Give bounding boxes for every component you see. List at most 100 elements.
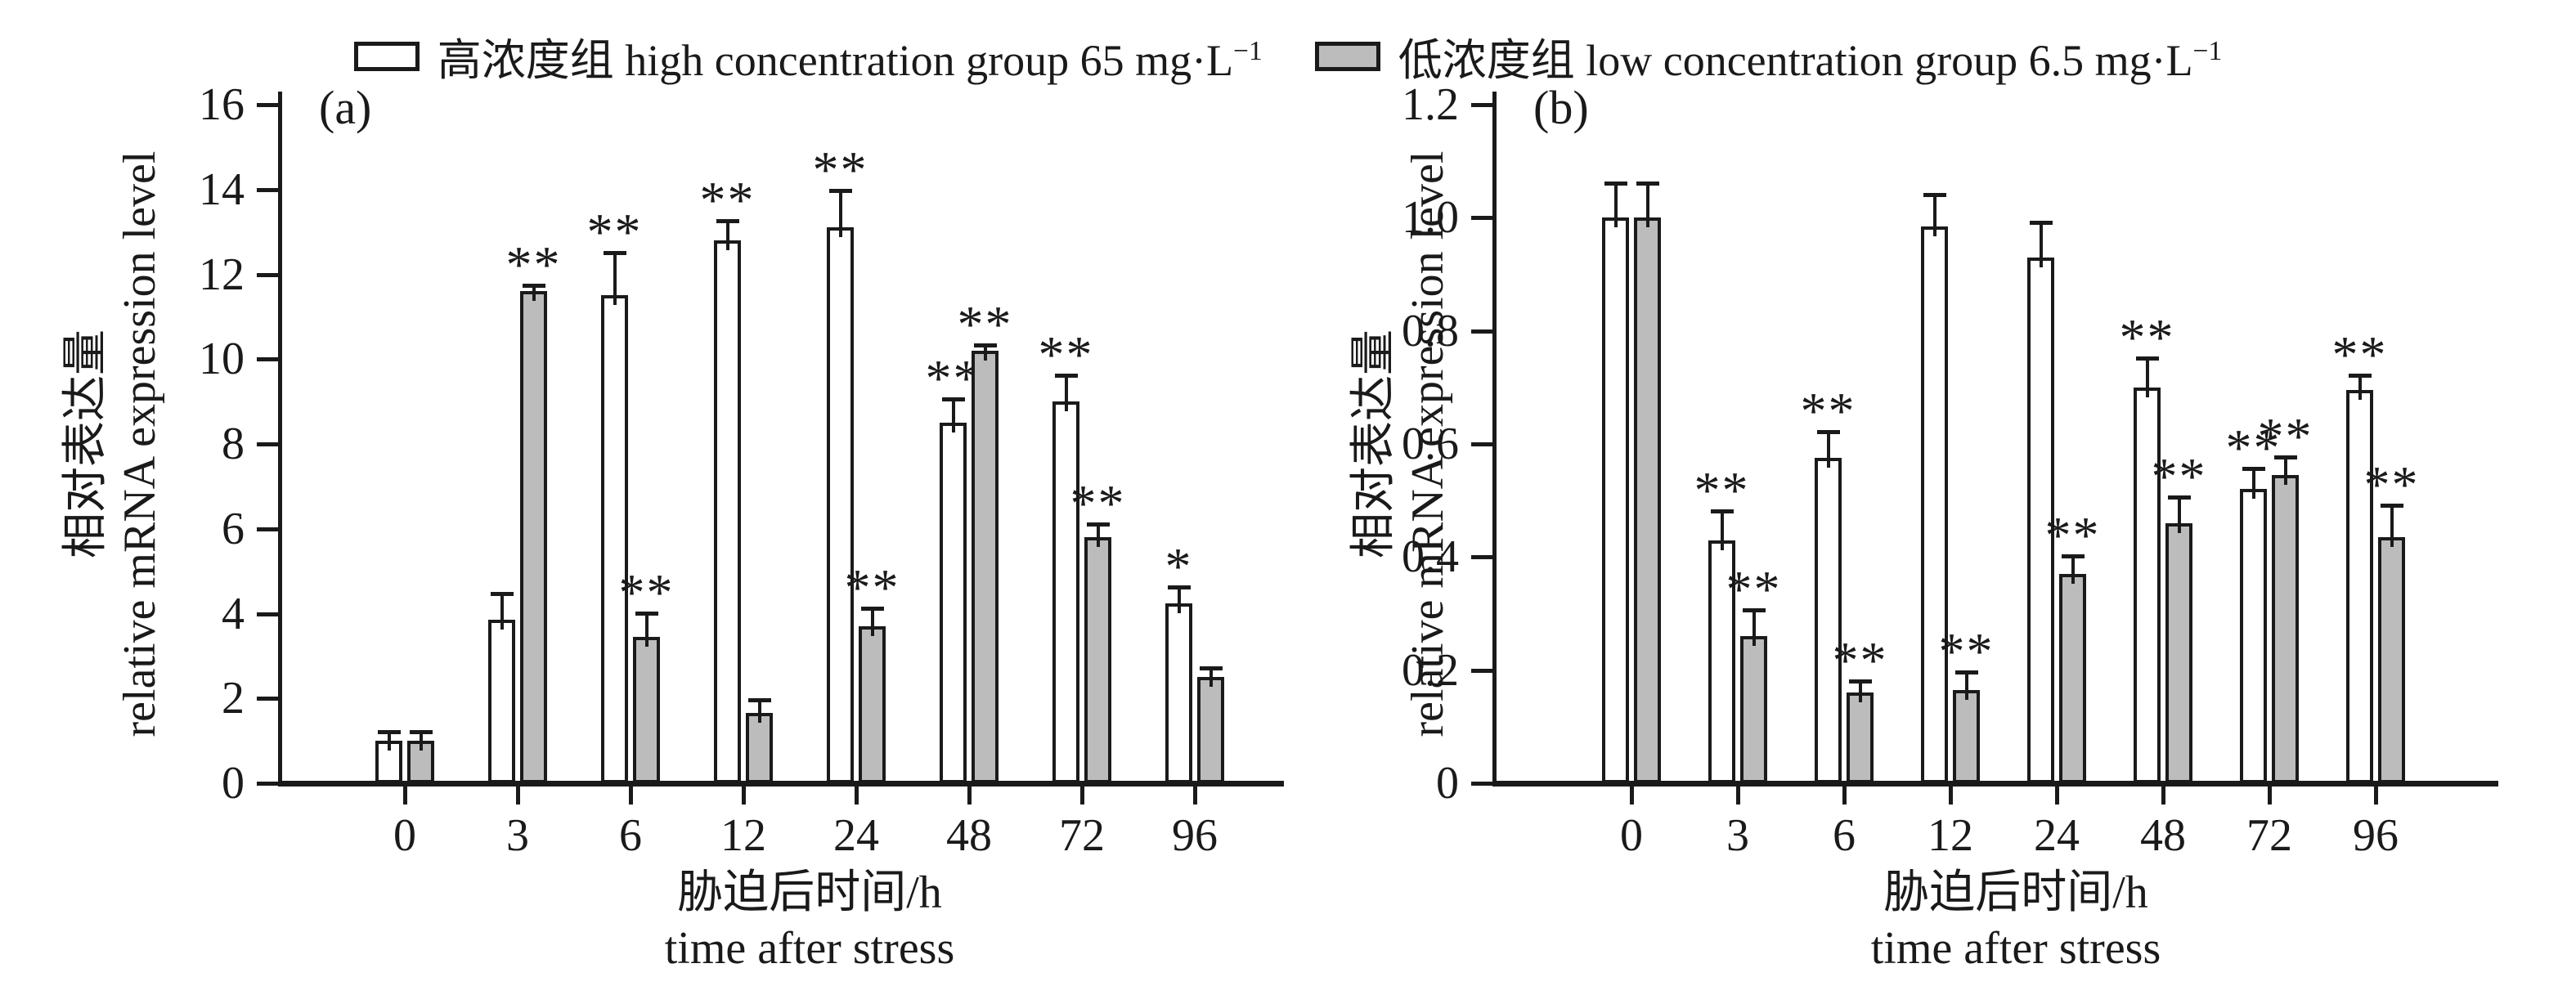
error-bar-cap xyxy=(1086,522,1110,527)
bar-high-96h xyxy=(1165,603,1192,783)
error-bar-cap xyxy=(1848,679,1872,683)
y-tick-label: 0.2 xyxy=(1402,644,1459,696)
error-bar-cap xyxy=(1167,585,1191,590)
panel-label-a: (a) xyxy=(319,81,372,134)
x-axis-title-en: time after stress xyxy=(664,923,955,974)
y-tick-label: 1.2 xyxy=(1402,79,1459,130)
y-tick-label: 0.6 xyxy=(1402,419,1459,469)
error-bar-cap xyxy=(1604,181,1627,186)
bar-high-24h xyxy=(2027,257,2054,783)
y-tick-label: 10 xyxy=(199,334,245,385)
error-bar-cap xyxy=(2061,554,2085,559)
bar-low-72h xyxy=(1084,537,1111,783)
bar-low-3h xyxy=(520,291,547,783)
error-bar xyxy=(2145,359,2149,397)
x-axis-line xyxy=(278,781,1284,787)
x-axis-tick xyxy=(1193,787,1197,804)
error-bar-cap xyxy=(2135,356,2159,361)
x-axis-tick xyxy=(1736,787,1740,804)
x-axis-tick xyxy=(1080,787,1084,804)
error-bar-cap xyxy=(2242,467,2265,472)
significance-marker: ** xyxy=(2044,506,2101,565)
y-axis-tick xyxy=(257,527,278,531)
y-tick-label: 2 xyxy=(222,673,245,724)
bar-high-6h xyxy=(1815,458,1842,783)
y-axis-tick xyxy=(1471,216,1492,221)
error-bar xyxy=(1858,681,1862,703)
y-axis-line xyxy=(278,92,282,787)
error-bar xyxy=(613,253,617,306)
y-tick-label: 1.0 xyxy=(1402,192,1459,244)
y-axis-tick xyxy=(1471,555,1492,560)
error-bar-cap xyxy=(1710,509,1734,513)
error-bar xyxy=(500,594,504,630)
significance-marker: ** xyxy=(844,558,900,617)
error-bar-cap xyxy=(828,189,852,194)
significance-marker: ** xyxy=(2331,325,2388,383)
x-axis-title-en: time after stress xyxy=(1870,923,2161,974)
error-bar xyxy=(387,732,391,751)
error-bar xyxy=(1932,195,1936,236)
y-tick-label: 16 xyxy=(199,79,245,130)
bar-low-24h xyxy=(859,626,886,783)
x-tick-label: 96 xyxy=(1172,810,1218,861)
error-bar xyxy=(983,345,987,361)
error-bar xyxy=(2358,376,2362,401)
significance-marker: ** xyxy=(2151,446,2207,505)
error-bar xyxy=(419,732,423,751)
plot-area-b: 0 0.2 0.4 0.6 0.8 1.0 1.2 0 3 ** ** 6 ** ** 12 ** 24 ** 48… xyxy=(1288,0,2576,986)
x-axis-tick xyxy=(742,787,746,804)
significance-marker: ** xyxy=(1938,622,1995,681)
error-bar xyxy=(1209,668,1213,688)
error-bar-cap xyxy=(860,607,884,612)
significance-marker: * xyxy=(1165,537,1193,596)
x-axis-tick xyxy=(855,787,859,804)
significance-marker: ** xyxy=(2257,407,2313,466)
significance-marker: ** xyxy=(925,348,981,407)
x-tick-label: 0 xyxy=(1620,810,1643,861)
error-bar xyxy=(644,613,648,648)
bar-high-72h xyxy=(1052,401,1079,783)
x-axis-tick xyxy=(403,787,407,804)
x-tick-label: 48 xyxy=(946,810,992,861)
legend-item-high-concentration: 高浓度组 high concentration group 65 mg·L−1 xyxy=(353,28,1263,84)
error-bar-cap xyxy=(2348,374,2372,378)
x-axis-tick xyxy=(1842,787,1847,804)
y-axis-tick xyxy=(1471,668,1492,673)
error-bar-cap xyxy=(716,218,739,223)
error-bar xyxy=(2283,458,2287,486)
error-bar-cap xyxy=(1199,666,1223,670)
bar-high-3h xyxy=(488,620,515,783)
significance-marker: ** xyxy=(812,141,868,199)
y-axis-tick xyxy=(257,442,278,446)
bar-high-12h xyxy=(1921,226,1948,783)
x-axis-tick xyxy=(2268,787,2272,804)
legend-label-high-concentration: 高浓度组 high concentration group 65 mg·L−1 xyxy=(438,28,1263,84)
error-bar xyxy=(1613,183,1618,228)
panel-label-b: (b) xyxy=(1533,81,1589,134)
error-bar xyxy=(1964,673,1968,700)
legend: 高浓度组 high concentration group 65 mg·L−1 … xyxy=(0,28,2576,84)
significance-marker: ** xyxy=(1694,461,1750,519)
x-axis-title-zh: 胁迫后时间/h xyxy=(1883,867,2148,918)
y-axis-line xyxy=(1492,92,1497,787)
error-bar xyxy=(2177,497,2181,533)
y-tick-label: 4 xyxy=(222,588,245,639)
chart-panel-b: 相对表达量 relative mRNA expression level 0 0.… xyxy=(1288,0,2576,986)
bar-high-0h xyxy=(1602,217,1629,783)
error-bar-cap xyxy=(409,729,433,734)
bar-low-0h xyxy=(1634,217,1661,783)
bar-high-3h xyxy=(1708,540,1735,783)
legend-swatch-high-concentration xyxy=(353,41,420,71)
error-bar xyxy=(870,609,874,637)
legend-item-low-concentration: 低浓度组 low concentration group 6.5 mg·L−1 xyxy=(1314,28,2222,84)
x-tick-label: 0 xyxy=(393,810,416,861)
y-tick-label: 8 xyxy=(222,419,245,469)
x-tick-label: 12 xyxy=(1928,810,1973,861)
bar-high-96h xyxy=(2346,390,2373,783)
x-axis-tick xyxy=(1949,787,1953,804)
bar-low-24h xyxy=(2059,574,2086,783)
x-axis-title: 胁迫后时间/h time after stress xyxy=(442,865,1178,976)
